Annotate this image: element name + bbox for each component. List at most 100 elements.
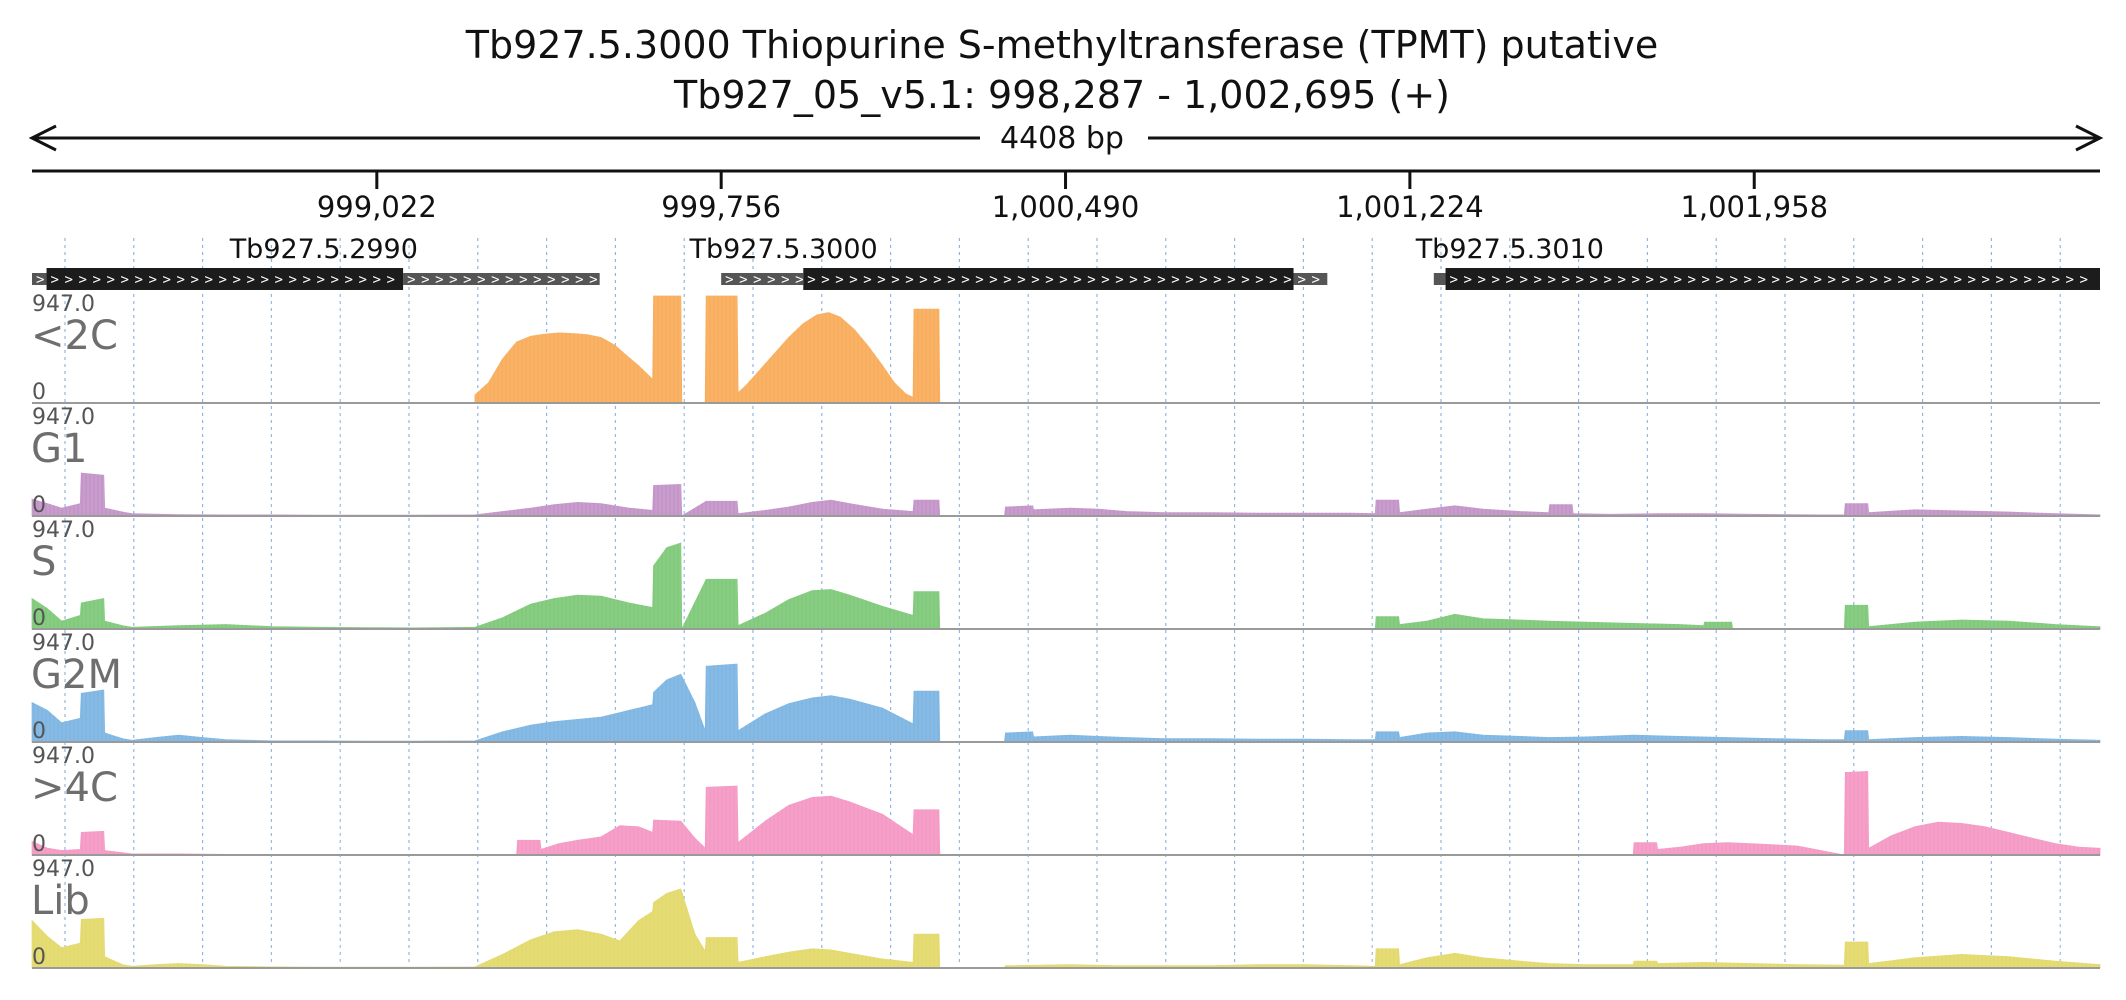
strand-arrow-icon: > [1073,272,1081,288]
strand-arrow-icon: > [2066,272,2074,288]
coverage-area [31,663,2101,743]
strand-arrow-icon: > [891,272,899,288]
strand-arrow-icon: > [359,272,367,288]
strand-arrow-icon: > [1688,272,1696,288]
strand-arrow-icon: > [1954,272,1962,288]
gene-models: > > > > > > > > > > > > > > > > > > > > > > > > > > > > > > > > > > > > > > > >… [32,234,2100,290]
coverage-area [31,472,2101,517]
gene-utr [403,273,600,285]
strand-arrow-icon: > [317,272,325,288]
coverage-area [31,542,2101,630]
coverage-area [31,888,2101,969]
strand-arrow-icon: > [1269,272,1277,288]
strand-arrow-icon: > [1283,272,1291,288]
strand-arrow-icon: > [1520,272,1528,288]
strand-arrow-icon: > [2052,272,2060,288]
strand-arrow-icon: > [849,272,857,288]
strand-arrow-icon: > [407,272,415,288]
strand-arrow-icon: > [2024,272,2032,288]
strand-arrow-icon: > [1003,272,1011,288]
track-max-label: 947.0 [32,405,95,430]
strand-arrow-icon: > [373,272,381,288]
strand-arrow-icon: > [1646,272,1654,288]
strand-arrow-icon: > [345,272,353,288]
strand-arrow-icon: > [79,272,87,288]
scale-bar: 4408 bp [28,121,2104,156]
strand-arrow-icon: > [65,272,73,288]
gene-label: Tb927.5.3000 [688,234,877,265]
strand-arrow-icon: > [1059,272,1067,288]
strand-arrow-icon: > [121,272,129,288]
strand-arrow-icon: > [1730,272,1738,288]
strand-arrow-icon: > [289,272,297,288]
strand-arrow-icon: > [1562,272,1570,288]
strand-arrow-icon: > [435,272,443,288]
gene-location: Tb927_05_v5.1: 998,287 - 1,002,695 (+) [673,73,1450,117]
strand-arrow-icon: > [93,272,101,288]
gene-utr [1293,273,1328,285]
strand-arrow-icon: > [149,272,157,288]
gene-Tb927.5.3000[interactable]: > > > > > > > > > > > > > > > > > > > > > > > > > > > > > > > > > > > > > > > >… [688,234,1328,290]
strand-arrow-icon: > [877,272,885,288]
strand-arrow-icon: > [1884,272,1892,288]
strand-arrow-icon: > [449,272,457,288]
strand-arrow-icon: > [919,272,927,288]
ruler-tick-label: 1,001,224 [1336,190,1484,224]
strand-arrow-icon: > [463,272,471,288]
strand-arrow-icon: > [589,272,597,288]
bar-texture [31,296,2097,403]
track-6: 947.0 0 Lib [31,857,2101,970]
coverage-area [31,770,2101,856]
strand-arrow-icon: > [1143,272,1151,288]
strand-arrow-icon: > [205,272,213,288]
ruler-tick-label: 999,022 [317,190,437,224]
strand-arrow-icon: > [1534,272,1542,288]
strand-arrow-icon: > [1604,272,1612,288]
strand-arrow-icon: > [1227,272,1235,288]
strand-arrow-icon: > [2080,272,2088,288]
strand-arrow-icon: > [933,272,941,288]
strand-arrow-icon: > [533,272,541,288]
gene-utr [721,273,804,285]
strand-arrow-icon: > [905,272,913,288]
strand-arrow-icon: > [219,272,227,288]
strand-arrow-icon: > [1101,272,1109,288]
strand-arrow-icon: > [1968,272,1976,288]
strand-arrow-icon: > [1492,272,1500,288]
strand-arrow-icon: > [1674,272,1682,288]
strand-arrow-icon: > [1478,272,1486,288]
strand-arrow-icon: > [477,272,485,288]
strand-arrow-icon: > [233,272,241,288]
strand-arrow-icon: > [1744,272,1752,288]
scale-length-label: 4408 bp [1000,121,1124,156]
track-3: 947.0 0 S [31,518,2101,631]
track-max-label: 947.0 [32,518,95,543]
strand-arrow-icon: > [975,272,983,288]
strand-arrow-icon: > [1548,272,1556,288]
track-max-label: 947.0 [32,631,95,656]
strand-arrow-icon: > [1241,272,1249,288]
strand-arrow-icon: > [767,272,775,288]
arrow-right-icon [2075,124,2104,152]
gene-utr [1433,273,1446,285]
gene-cds [1445,268,2100,290]
strand-arrow-icon: > [1912,272,1920,288]
track-max-label: 947.0 [32,744,95,769]
track-max-label: 947.0 [32,292,95,317]
gene-title: Tb927.5.3000 Thiopurine S-methyltransfer… [465,23,1658,67]
track-4: 947.0 0 G2M [31,631,2101,744]
gene-Tb927.5.3010[interactable]: > > > > > > > > > > > > > > > > > > > > > > > > > > > > > > > > > > > > > > > >… [1415,234,2100,290]
strand-arrow-icon: > [1814,272,1822,288]
strand-arrow-icon: > [1298,272,1306,288]
strand-arrow-icon: > [1996,272,2004,288]
strand-arrow-icon: > [1576,272,1584,288]
strand-arrow-icon: > [947,272,955,288]
strand-arrow-icon: > [261,272,269,288]
strand-arrow-icon: > [863,272,871,288]
strand-arrow-icon: > [795,272,803,288]
strand-arrow-icon: > [177,272,185,288]
strand-arrow-icon: > [561,272,569,288]
track-min-label: 0 [32,493,46,518]
strand-arrow-icon: > [1129,272,1137,288]
gene-Tb927.5.2990[interactable]: > > > > > > > > > > > > > > > > > > > > > > > > > > > > > > > > > > > > > > > >… [32,234,600,290]
